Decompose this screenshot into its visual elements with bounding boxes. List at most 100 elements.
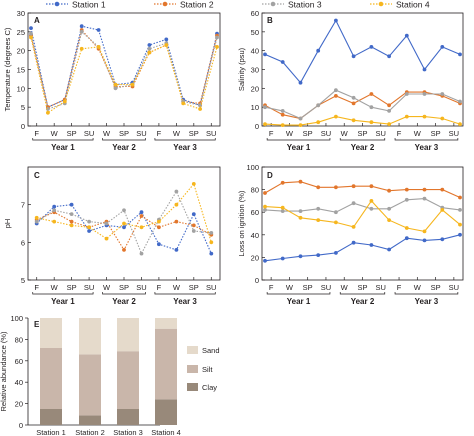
data-point-station-2 xyxy=(139,214,144,218)
data-point-station-3 xyxy=(113,86,118,91)
panel-c: C 5 6 7 pH F W SP SU W SP SU F W SP SU Year 1 Year 2 Year … xyxy=(3,166,221,306)
legend-label-sand: Sand xyxy=(202,346,220,355)
data-point-station-1 xyxy=(440,45,445,49)
bar-segment-clay-station-3 xyxy=(117,408,139,425)
data-point-station-2 xyxy=(69,219,74,224)
data-point-station-2 xyxy=(387,103,391,108)
data-point-station-4 xyxy=(334,220,338,225)
y-tick-label: 6 xyxy=(21,238,25,247)
y-tick-label: 20 xyxy=(251,253,259,262)
data-point-station-4 xyxy=(164,43,169,47)
data-point-station-3 xyxy=(334,88,338,93)
data-point-station-1 xyxy=(422,67,427,72)
x-tick-label: SU xyxy=(449,283,459,292)
x-tick-label: W xyxy=(341,283,349,292)
x-tick-label: Station 4 xyxy=(151,428,181,436)
data-point-station-4 xyxy=(198,107,203,111)
legend-marker-station-3 xyxy=(270,1,276,7)
data-point-station-3 xyxy=(29,31,33,36)
bar-segment-sand-station-3 xyxy=(117,318,139,352)
y-tick-label: 40 xyxy=(15,378,23,387)
bar-segment-clay-station-2 xyxy=(79,415,101,425)
data-point-station-2 xyxy=(280,180,285,185)
y-tick-label: 20 xyxy=(15,400,23,409)
plot-frame-d xyxy=(261,166,464,281)
data-point-station-4 xyxy=(46,110,50,115)
data-point-station-4 xyxy=(62,99,67,104)
data-point-station-4 xyxy=(181,101,186,106)
x-tick-label: W xyxy=(103,129,111,138)
data-point-station-3 xyxy=(209,231,214,235)
data-point-station-4 xyxy=(139,225,144,230)
data-point-station-1 xyxy=(369,243,374,247)
data-point-station-1 xyxy=(298,254,303,259)
year-label: Year 1 xyxy=(287,297,311,306)
data-point-station-1 xyxy=(351,54,356,59)
bar-segment-silt-station-1 xyxy=(40,348,62,409)
data-point-station-4 xyxy=(369,199,374,203)
y-tick-label: 80 xyxy=(251,186,259,195)
y-tick-label: 60 xyxy=(15,357,23,366)
y-axis-label-a: Temperature (degrees C) xyxy=(3,27,12,111)
x-tick-label: F xyxy=(269,129,274,138)
x-tick-label: SU xyxy=(206,283,216,292)
y-tick-label: 30 xyxy=(17,9,25,18)
data-point-station-3 xyxy=(79,29,84,34)
year-bracket xyxy=(394,292,459,295)
year-bracket xyxy=(339,292,386,295)
data-point-station-4 xyxy=(191,182,196,186)
year-label: Year 1 xyxy=(51,297,75,306)
data-point-station-4 xyxy=(79,46,84,51)
legend-swatch-silt xyxy=(187,365,198,373)
series-line-station-3 xyxy=(30,30,218,110)
data-point-station-1 xyxy=(191,212,196,217)
data-point-station-1 xyxy=(334,251,338,255)
data-point-station-1 xyxy=(298,80,303,85)
data-point-station-1 xyxy=(52,204,57,209)
y-tick-label: 0 xyxy=(255,122,259,131)
year-label: Year 3 xyxy=(415,297,439,306)
plot-frame-b xyxy=(261,12,464,127)
data-point-station-2 xyxy=(351,184,356,189)
data-point-station-1 xyxy=(351,240,356,245)
data-point-station-1 xyxy=(263,258,267,263)
data-point-station-4 xyxy=(404,114,409,119)
data-point-station-2 xyxy=(387,188,391,193)
data-point-station-2 xyxy=(351,101,356,106)
data-point-station-3 xyxy=(369,206,374,211)
data-point-station-2 xyxy=(263,191,267,195)
x-tick-label: W xyxy=(51,129,59,138)
x-tick-label: W xyxy=(286,129,294,138)
bar-segment-silt-station-2 xyxy=(79,354,101,416)
x-tick-label: W xyxy=(173,129,181,138)
data-point-station-2 xyxy=(369,184,374,189)
data-point-station-4 xyxy=(29,35,33,40)
year-label: Year 1 xyxy=(287,143,311,152)
data-point-station-4 xyxy=(157,219,161,224)
data-point-station-2 xyxy=(174,219,179,224)
panel-letter-d: D xyxy=(267,171,273,180)
data-point-station-1 xyxy=(122,225,126,230)
x-tick-label: F xyxy=(157,283,162,292)
panel-a: A 0 5 10 15 20 25 30 Temperature (degrees C) F W SP… xyxy=(3,9,221,152)
data-point-station-3 xyxy=(458,99,462,104)
y-tick-label: 40 xyxy=(251,231,259,240)
data-point-station-4 xyxy=(174,202,179,207)
data-point-station-1 xyxy=(147,43,152,47)
data-point-station-1 xyxy=(422,238,427,243)
data-point-station-4 xyxy=(387,218,391,223)
y-tick-label: 5 xyxy=(21,103,25,112)
data-point-station-4 xyxy=(316,218,321,223)
bar-segment-sand-station-2 xyxy=(79,318,101,355)
x-tick-label: SP xyxy=(119,129,129,138)
year-bracket xyxy=(266,138,331,141)
x-tick-label: SP xyxy=(189,129,199,138)
data-point-station-4 xyxy=(130,82,135,87)
data-point-station-4 xyxy=(387,122,391,126)
data-point-station-1 xyxy=(87,229,91,233)
y-tick-label: 60 xyxy=(251,208,259,217)
data-point-station-1 xyxy=(316,253,321,257)
legend-label-station-3: Station 3 xyxy=(288,0,322,10)
data-point-station-3 xyxy=(316,206,321,211)
data-point-station-1 xyxy=(404,33,409,38)
